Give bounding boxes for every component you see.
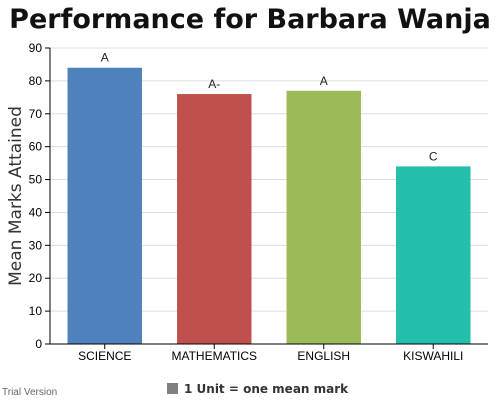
x-axis-categories: SCIENCE MATHEMATICS ENGLISH KISWAHILI: [78, 344, 463, 363]
data-label-english: A: [320, 74, 328, 88]
chart-title: Performance for Barbara Wanja: [9, 4, 491, 35]
y-tick-label: 70: [29, 107, 43, 121]
x-category-label: SCIENCE: [78, 349, 131, 363]
trial-watermark: Trial Version: [2, 387, 57, 398]
legend[interactable]: 1 Unit = one mean mark: [167, 382, 349, 396]
y-tick-label: 40: [29, 205, 43, 219]
data-label-kiswahili: C: [429, 149, 438, 163]
y-tick-label: 90: [29, 41, 43, 55]
bar-english[interactable]: [286, 90, 361, 344]
x-category-label: ENGLISH: [297, 349, 350, 363]
y-tick-label: 30: [29, 238, 43, 252]
x-category-label: MATHEMATICS: [171, 349, 257, 363]
y-tick-label: 60: [29, 140, 43, 154]
bar-mathematics[interactable]: [177, 94, 252, 345]
legend-label: 1 Unit = one mean mark: [184, 382, 349, 396]
y-axis-label: Mean Marks Attained: [6, 106, 26, 286]
y-tick-label: 80: [29, 74, 43, 88]
data-label-science: A: [101, 51, 109, 65]
legend-swatch: [167, 383, 178, 394]
bars: [67, 67, 471, 345]
y-axis-ticks: 0 10 20 30 40 50 60 70 80 90: [29, 41, 50, 351]
data-label-mathematics: A-: [208, 77, 220, 91]
bar-kiswahili[interactable]: [396, 166, 471, 344]
y-tick-label: 20: [29, 271, 43, 285]
y-tick-label: 50: [29, 173, 43, 187]
data-labels: A A- A C: [101, 51, 438, 164]
x-category-label: KISWAHILI: [403, 349, 463, 363]
y-tick-label: 0: [35, 337, 42, 351]
y-tick-label: 10: [29, 304, 43, 318]
bar-science[interactable]: [67, 67, 142, 344]
